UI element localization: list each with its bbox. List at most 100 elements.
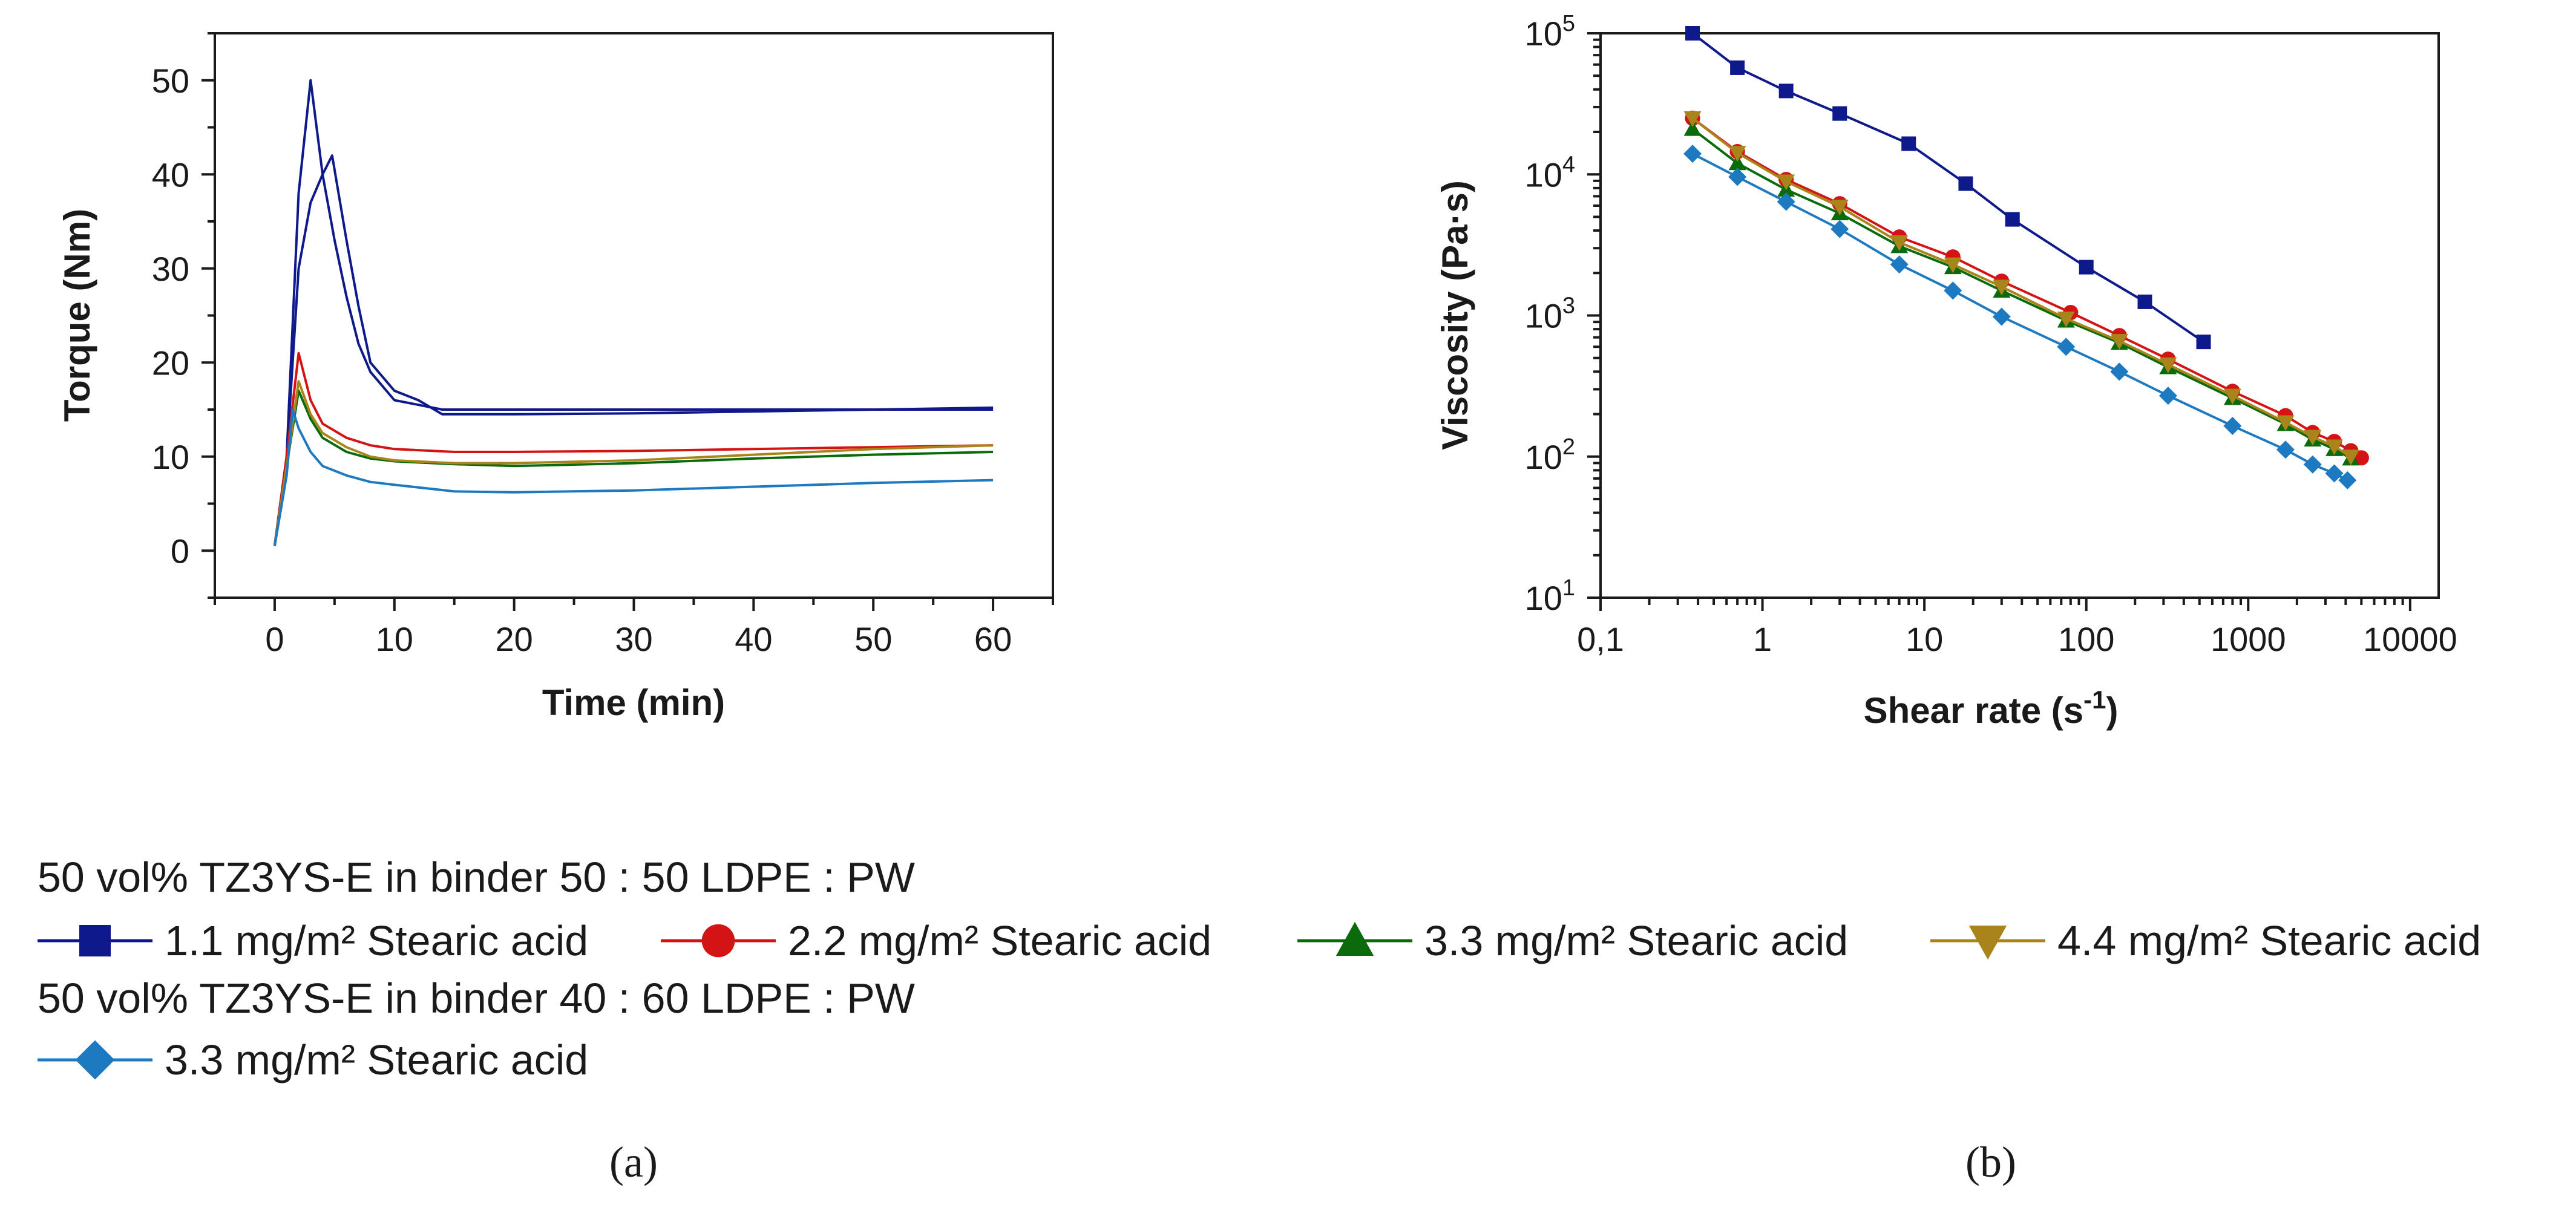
viscosity-plot-frame	[1599, 32, 2440, 599]
legend-marker-diamond	[75, 1040, 115, 1080]
viscosity-series-4-4-mg-m-stearic-acid-point	[1993, 279, 2011, 296]
viscosity-series-3-3-mg-m-stearic-acid-40-60-point	[1777, 192, 1795, 211]
viscosity-y-tick-label: 101	[1525, 575, 1575, 617]
viscosity-x-tick-label: 0,1	[1577, 620, 1624, 658]
torque-series-1-1-mg-m-stearic-acid	[273, 79, 994, 546]
torque-y-tick-label: 10	[152, 438, 189, 476]
caption-a: (a)	[609, 1138, 658, 1186]
viscosity-y-tick-label: 103	[1525, 293, 1575, 335]
viscosity-series-group	[1683, 26, 2369, 489]
viscosity-series-4-4-mg-m-stearic-acid-point	[1683, 111, 1702, 127]
viscosity-series-3-3-mg-m-stearic-acid-40-60-point	[1683, 145, 1702, 163]
viscosity-series-4-4-mg-m-stearic-acid-point	[1830, 200, 1849, 216]
viscosity-series-3-3-mg-m-stearic-acid-40-60-point	[1728, 168, 1747, 186]
legend-marker-triangle-up	[1336, 921, 1374, 956]
torque-x-tick-label: 10	[376, 620, 413, 658]
legend-item-2: 2.2 mg/m² Stearic acid	[661, 917, 1211, 964]
viscosity-series-3-3-mg-m-stearic-acid-40-60-point	[2110, 362, 2129, 381]
viscosity-series-4-4-mg-m-stearic-acid-point	[2159, 357, 2177, 373]
viscosity-series-4-4-mg-m-stearic-acid-point	[2325, 439, 2343, 456]
viscosity-series-1-1-mg-m-stearic-acid-point	[1901, 136, 1916, 151]
legend-item-5: 3.3 mg/m² Stearic acid	[38, 1036, 588, 1083]
viscosity-y-tick-label: 105	[1525, 11, 1575, 53]
legend-group1-title: 50 vol% TZ3YS-E in binder 50 : 50 LDPE :…	[38, 854, 915, 901]
viscosity-series-4-4-mg-m-stearic-acid-point	[2342, 449, 2360, 466]
viscosity-series-3-3-mg-m-stearic-acid-40-60-point	[2303, 455, 2322, 474]
torque-y-tick-label: 20	[152, 344, 189, 382]
viscosity-x-tick-label: 10	[1906, 620, 1943, 658]
viscosity-series-3-3-mg-m-stearic-acid-40-60-point	[2325, 464, 2344, 483]
legend-group2-title: 50 vol% TZ3YS-E in binder 40 : 60 LDPE :…	[38, 975, 915, 1022]
viscosity-series-3-3-mg-m-stearic-acid-40-60-point	[1890, 255, 1909, 274]
torque-x-axis-label: Time (min)	[542, 682, 725, 723]
viscosity-y-tick-label: 104	[1525, 152, 1575, 194]
legend-label: 2.2 mg/m² Stearic acid	[788, 917, 1211, 964]
viscosity-series-4-4-mg-m-stearic-acid-line	[1691, 117, 2352, 458]
legend-label: 1.1 mg/m² Stearic acid	[165, 917, 588, 964]
viscosity-series-3-3-mg-m-stearic-acid-40-60-point	[2057, 338, 2076, 356]
torque-series-3-3-mg-m-stearic-acid-40-60	[273, 408, 994, 546]
viscosity-series-1-1-mg-m-stearic-acid-point	[1685, 26, 1700, 41]
viscosity-chart: 0,1 1 10 100 1000 10000 101 102 103 104 105 Shear …	[1435, 11, 2457, 731]
viscosity-series-1-1-mg-m-stearic-acid-point	[1778, 83, 1794, 99]
legend-marker-square	[79, 925, 111, 956]
viscosity-series-1-1-mg-m-stearic-acid-point	[1958, 176, 1973, 191]
viscosity-series-1-1-mg-m-stearic-acid-point	[1832, 106, 1847, 121]
viscosity-series-3-3-mg-m-stearic-acid-point	[1683, 120, 1702, 136]
viscosity-series-3-3-mg-m-stearic-acid-40-60-point	[2276, 440, 2295, 459]
viscosity-series-3-3-mg-m-stearic-acid-40-60-point	[1944, 281, 1962, 300]
torque-axis-ticks: 0 10 20 30 40 50 60 0 10 20 30 40 50	[152, 32, 1054, 658]
viscosity-series-4-4-mg-m-stearic-acid-point	[2110, 334, 2128, 350]
torque-chart: 0 10 20 30 40 50 60 0 10 20 30 40 50 Time (min) Torq…	[57, 32, 1054, 723]
viscosity-y-axis-label: Viscosity (Pa·s)	[1435, 180, 1475, 450]
legend-label: 3.3 mg/m² Stearic acid	[165, 1036, 588, 1083]
torque-plot-frame	[214, 32, 1054, 599]
viscosity-x-tick-label: 1	[1753, 620, 1772, 658]
viscosity-y-tick-label: 102	[1525, 434, 1575, 476]
legend-item-1: 1.1 mg/m² Stearic acid	[38, 917, 588, 964]
viscosity-series-3-3-mg-m-stearic-acid-40-60-point	[2338, 471, 2357, 489]
viscosity-series-1-1-mg-m-stearic-acid-point	[2079, 260, 2094, 275]
torque-y-tick-label: 40	[152, 155, 189, 194]
viscosity-x-axis-label-end: )	[2106, 690, 2118, 731]
viscosity-series-2-2-mg-m-stearic-acid-line	[1691, 117, 2362, 459]
viscosity-x-tick-label: 10000	[2363, 620, 2457, 658]
viscosity-series-1-1-mg-m-stearic-acid-point	[1730, 60, 1745, 75]
torque-x-tick-label: 0	[265, 620, 284, 658]
torque-series-3-3-mg-m-stearic-acid	[273, 389, 994, 546]
torque-y-axis-label: Torque (Nm)	[57, 209, 97, 422]
viscosity-series-4-4-mg-m-stearic-acid-point	[1890, 235, 1909, 251]
viscosity-series-3-3-mg-m-stearic-acid-40-60-point	[1830, 220, 1849, 238]
caption-b: (b)	[1965, 1138, 2016, 1186]
legend-item-3: 3.3 mg/m² Stearic acid	[1297, 917, 1848, 964]
torque-x-tick-label: 40	[735, 620, 772, 658]
torque-y-tick-label: 50	[152, 62, 189, 100]
torque-y-tick-label: 30	[152, 250, 189, 288]
viscosity-x-tick-label: 100	[2058, 620, 2114, 658]
torque-series-1-1-mg-m-stearic-acid-repeat	[273, 154, 994, 546]
viscosity-series-4-4-mg-m-stearic-acid-point	[2223, 388, 2241, 405]
viscosity-x-axis-label-main: Shear rate (s	[1864, 690, 2084, 731]
viscosity-series-4-4-mg-m-stearic-acid-point	[1944, 257, 1962, 273]
torque-series-group	[273, 79, 994, 546]
legend-label: 3.3 mg/m² Stearic acid	[1424, 917, 1848, 964]
torque-x-tick-label: 60	[974, 620, 1012, 658]
legend-row-2: 3.3 mg/m² Stearic acid	[38, 1036, 588, 1083]
viscosity-x-axis-label: Shear rate (s-1)	[1864, 685, 2119, 731]
viscosity-series-1-1-mg-m-stearic-acid-point	[2196, 335, 2211, 350]
viscosity-series-4-4-mg-m-stearic-acid-point	[2304, 430, 2322, 446]
viscosity-series-4-4-mg-m-stearic-acid-point	[2057, 312, 2075, 328]
viscosity-axis-ticks: 0,1 1 10 100 1000 10000 101 102 103 104 105	[1525, 11, 2457, 658]
viscosity-series-4-4-mg-m-stearic-acid-point	[1728, 146, 1746, 162]
viscosity-series-4-4-mg-m-stearic-acid-point	[1777, 174, 1795, 191]
viscosity-series-3-3-mg-m-stearic-acid-40-60-point	[2158, 387, 2177, 405]
viscosity-series-4-4-mg-m-stearic-acid-point	[2276, 415, 2295, 431]
viscosity-series-3-3-mg-m-stearic-acid-point	[1728, 154, 1746, 171]
torque-series-4-4-mg-m-stearic-acid	[273, 380, 994, 546]
legend-marker-circle	[701, 924, 735, 958]
legend-item-4: 4.4 mg/m² Stearic acid	[1930, 917, 2481, 964]
viscosity-series-1-1-mg-m-stearic-acid-point	[2005, 212, 2020, 227]
legend-marker-triangle-down	[1968, 926, 2007, 960]
viscosity-series-1-1-mg-m-stearic-acid-line	[1691, 32, 2204, 343]
